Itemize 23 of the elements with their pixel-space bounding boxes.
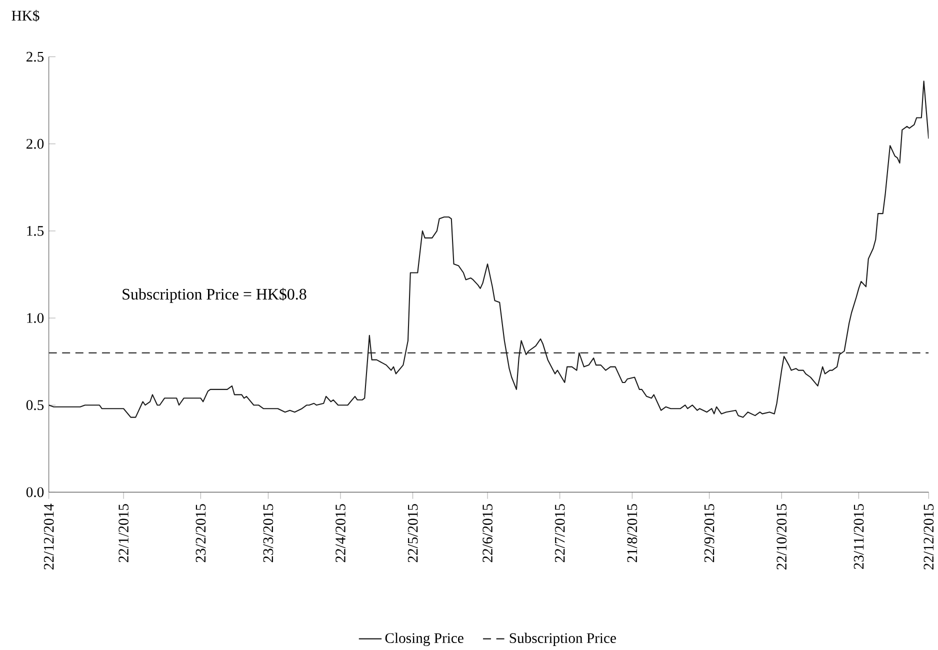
x-tick-label: 22/5/2015 — [408, 504, 418, 562]
x-tick-label: 23/3/2015 — [263, 504, 274, 562]
y-axis-title: HK$ — [12, 10, 40, 22]
y-tick-label: 0.0 — [26, 487, 44, 498]
x-tick-label: 22/7/2015 — [554, 504, 565, 562]
x-tick-label: 23/2/2015 — [196, 504, 206, 562]
y-tick-label: 0.5 — [26, 400, 44, 410]
x-tick-label: 22/10/2015 — [776, 504, 787, 570]
y-tick-label: 1.5 — [27, 226, 44, 236]
y-tick-label: 1.0 — [27, 312, 44, 323]
x-tick-label: 22/6/2015 — [482, 504, 492, 562]
x-tick-label: 22/12/2015 — [924, 504, 934, 570]
legend-label: Subscription Price — [510, 632, 616, 646]
x-tick-label: 22/9/2015 — [704, 504, 714, 562]
y-tick-label: 2.5 — [26, 52, 44, 62]
x-tick-label: 22/4/2015 — [336, 504, 346, 562]
annotation: Subscription Price = HK$0.8 — [122, 288, 306, 303]
legend-label: Closing Price — [385, 632, 464, 646]
x-tick-label: 21/8/2015 — [627, 504, 638, 562]
y-tick-label: 2.0 — [26, 138, 44, 149]
x-tick-label: 22/12/2014 — [44, 504, 54, 570]
x-tick-label: 23/11/2015 — [854, 504, 864, 569]
x-tick-label: 22/1/2015 — [118, 504, 128, 562]
